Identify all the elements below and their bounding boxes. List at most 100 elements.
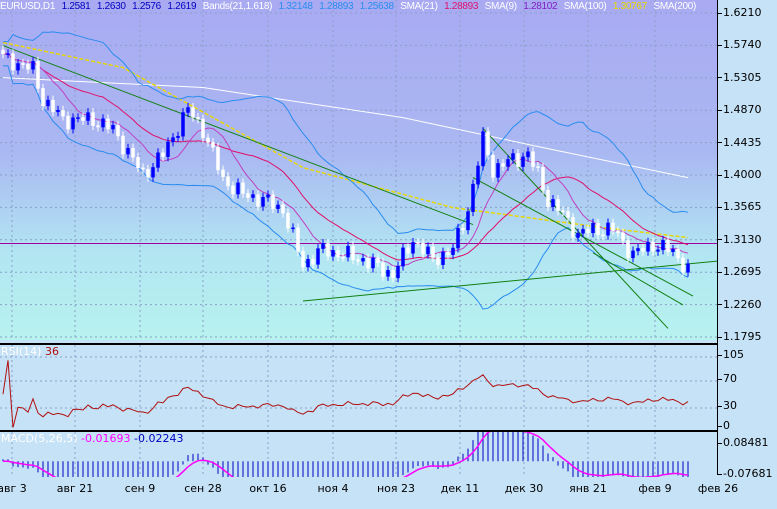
candle	[581, 229, 585, 234]
candle	[521, 156, 525, 167]
candle	[1, 49, 5, 55]
candle	[151, 167, 155, 178]
candle	[476, 165, 480, 185]
price-axis-label: 1.5305	[718, 71, 762, 84]
price-axis-label: 1.3130	[718, 233, 762, 246]
candle	[601, 234, 605, 237]
candle	[426, 246, 430, 255]
macd-panel[interactable]: MACD(5,26,5) -0.01693 -0.02243	[0, 430, 717, 477]
macd-header: MACD(5,26,5) -0.01693 -0.02243	[1, 432, 183, 445]
date-axis-label: сен 9	[124, 482, 156, 495]
candle	[106, 118, 110, 130]
candle	[276, 204, 280, 209]
price-axis-label: 1.2260	[718, 298, 762, 311]
candle	[396, 265, 400, 279]
date-axis-label: авг 3	[0, 482, 27, 495]
candle	[361, 258, 365, 262]
candle	[336, 250, 340, 258]
macd-value2: -0.02243	[134, 432, 184, 445]
candle	[411, 242, 415, 254]
candle	[401, 247, 405, 267]
candle	[311, 259, 315, 265]
bands-label: Bands(21,1.618)	[202, 1, 273, 12]
sma9-value: 1.28102	[523, 1, 558, 12]
candle	[81, 117, 85, 121]
trendline	[482, 128, 669, 329]
candle	[216, 146, 220, 171]
candle	[571, 217, 575, 238]
rsi-plot	[0, 345, 717, 430]
candle	[16, 63, 20, 71]
candle	[666, 240, 670, 252]
candle	[526, 151, 530, 158]
candle	[606, 222, 610, 236]
sma200-line	[2, 77, 689, 179]
rsi-panel[interactable]: RSI(14) 36	[0, 343, 717, 432]
candle	[66, 115, 70, 130]
candle	[561, 210, 565, 213]
candle	[236, 182, 240, 195]
candle	[551, 199, 555, 207]
macd-plot	[2, 432, 689, 477]
rsi-axis-label: 105	[718, 348, 744, 361]
candle	[441, 251, 445, 265]
candle	[531, 151, 535, 167]
candle	[681, 257, 685, 273]
candle	[6, 53, 10, 55]
candle	[131, 147, 135, 158]
candle	[156, 152, 160, 168]
candle	[291, 227, 295, 230]
candle	[251, 194, 255, 198]
candle	[196, 117, 200, 120]
candle	[246, 193, 250, 198]
candle	[471, 183, 475, 212]
trendline	[302, 260, 717, 302]
bands-mid: 1.28893	[319, 1, 354, 12]
candle	[421, 242, 425, 255]
candle	[321, 243, 325, 249]
candle	[621, 232, 625, 241]
candle	[241, 182, 245, 194]
candle	[541, 166, 545, 191]
sma21-value: 1.28893	[444, 1, 479, 12]
candle	[21, 63, 25, 65]
candle	[61, 109, 65, 117]
price-axis-label: 1.3565	[718, 200, 762, 213]
close-value: 1.2619	[167, 1, 197, 12]
candle	[496, 163, 500, 178]
date-axis-label: фев 26	[697, 482, 739, 495]
candle	[76, 117, 80, 119]
price-axis-label: 1.4000	[718, 168, 762, 181]
candle	[356, 259, 360, 262]
candle	[11, 53, 15, 71]
candle	[341, 256, 345, 259]
candle	[661, 240, 665, 251]
candle	[451, 247, 455, 255]
candle	[346, 245, 350, 258]
sma21-line	[2, 53, 689, 261]
candle	[351, 245, 355, 260]
price-axis-label: 1.2695	[718, 265, 762, 278]
candle	[271, 194, 275, 209]
macd-axis-label: -0.07681	[718, 467, 772, 480]
date-axis-label: фев 9	[638, 482, 672, 495]
candle	[671, 249, 675, 252]
candle	[416, 242, 420, 244]
bollinger-upper	[2, 31, 689, 234]
date-axis-label: сен 28	[184, 482, 222, 495]
candle	[281, 204, 285, 214]
candle	[491, 154, 495, 178]
chart-header: EURUSD,D1 1.2581 1.2630 1.2576 1.2619 Ba…	[0, 1, 777, 13]
candle	[31, 61, 35, 70]
candle	[646, 241, 650, 252]
candle	[256, 194, 260, 207]
candle	[536, 166, 540, 168]
price-chart[interactable]	[0, 0, 717, 340]
candle	[486, 131, 490, 156]
rsi-value: 36	[44, 345, 59, 358]
candle	[36, 61, 40, 89]
candle	[586, 229, 590, 234]
high-value: 1.2630	[96, 1, 126, 12]
trendline	[2, 45, 474, 225]
candle	[46, 99, 50, 107]
